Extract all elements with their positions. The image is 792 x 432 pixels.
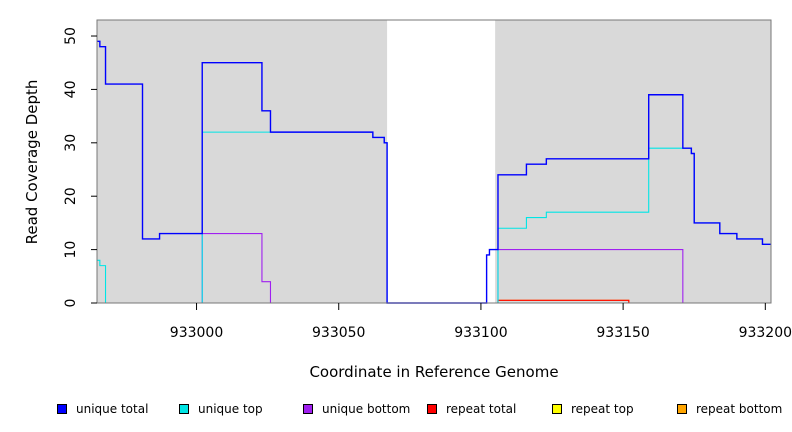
legend-item-repeat-total: repeat total: [427, 402, 516, 416]
shaded-region-1: [97, 20, 388, 303]
x-tick-label: 933000: [170, 325, 223, 341]
legend-swatch: [677, 404, 687, 414]
legend-label: repeat top: [571, 402, 634, 416]
legend-item-repeat-top: repeat top: [552, 402, 634, 416]
y-tick-label: 10: [63, 241, 79, 259]
x-tick-label: 933200: [739, 325, 792, 341]
shaded-regions: [97, 20, 771, 303]
y-axis-label: Read Coverage Depth: [23, 80, 41, 245]
y-tick-label: 20: [63, 187, 79, 205]
legend-label: repeat bottom: [696, 402, 783, 416]
legend-item-unique-bottom: unique bottom: [303, 402, 410, 416]
plot-border: [96, 19, 772, 304]
legend-label: unique total: [76, 402, 149, 416]
series-line-unique-total: [97, 40, 771, 304]
legend-label: unique top: [198, 402, 263, 416]
x-tick-label: 933150: [596, 325, 649, 341]
legend-swatch: [57, 404, 67, 414]
y-tick-label: 40: [63, 81, 79, 99]
legend-swatch: [552, 404, 562, 414]
legend-swatch: [179, 404, 189, 414]
y-tick-label: 50: [63, 27, 79, 45]
legend-item-unique-top: unique top: [179, 402, 263, 416]
legend-swatch: [427, 404, 437, 414]
legend-item-unique-total: unique total: [57, 402, 148, 416]
legend-swatch: [303, 404, 313, 414]
x-tick-label: 933050: [312, 325, 365, 341]
x-axis: 933000 933050 933100 933150 933200: [170, 303, 792, 341]
y-axis: 0 10 20 30 40 50: [63, 27, 97, 307]
legend-label: unique bottom: [322, 402, 411, 416]
y-tick-label: 0: [63, 299, 79, 308]
coverage-chart: 0 10 20 30 40 50 933000 933050 933100 933150 9332…: [23, 19, 792, 381]
legend-item-repeat-bottom: repeat bottom: [677, 402, 782, 416]
legend: unique total unique top unique bottom repea…: [0, 402, 792, 418]
shaded-region-2: [495, 20, 771, 303]
x-axis-label: Coordinate in Reference Genome: [309, 363, 558, 381]
legend-label: repeat total: [446, 402, 517, 416]
x-tick-label: 933100: [454, 325, 507, 341]
y-tick-label: 30: [63, 134, 79, 152]
